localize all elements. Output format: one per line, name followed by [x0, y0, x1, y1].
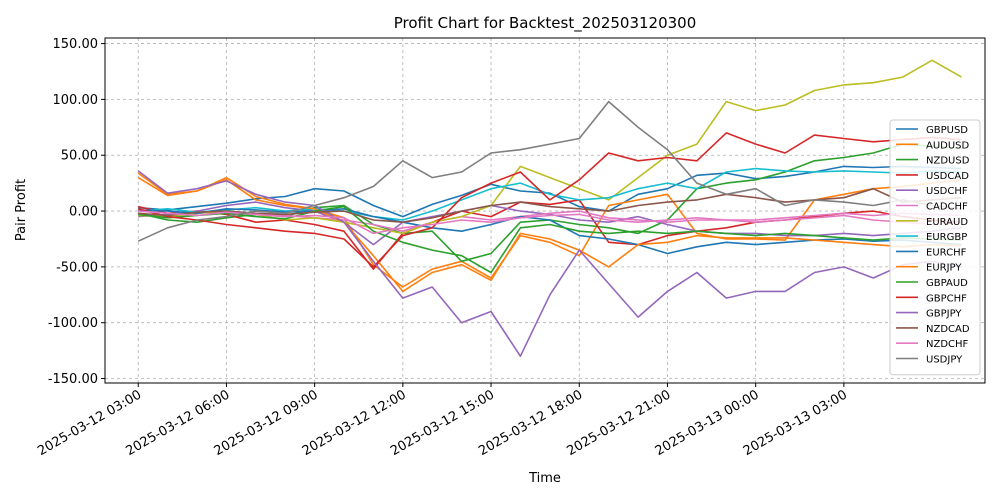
legend-label: AUDUSD	[926, 140, 970, 151]
plot-area-frame	[104, 37, 986, 384]
legend-label: NZDUSD	[926, 156, 970, 167]
legend-label: NZDCHF	[926, 339, 969, 350]
legend-label: EURAUD	[926, 217, 968, 228]
series-line-usdchf	[138, 201, 962, 246]
legend-label: CADCHF	[926, 202, 968, 213]
legend-label: GBPAUD	[926, 278, 968, 289]
legend-box	[889, 119, 981, 376]
y-axis: -150.00 -100.00 -50.00 0.00 50.00 100.00 150.0…	[48, 37, 105, 387]
x-axis-title: Time	[528, 471, 561, 486]
y-tick-label: -50.00	[56, 260, 98, 275]
legend-label: NZDCAD	[926, 324, 970, 335]
y-tick-label: 100.00	[53, 93, 99, 108]
series-line-nzdchf	[138, 210, 962, 235]
y-tick-label: -150.00	[48, 372, 98, 387]
series-line-gbpusd	[138, 165, 962, 218]
series-line-nzdcad	[138, 187, 962, 223]
y-tick-label: -100.00	[48, 316, 98, 331]
legend-label: USDJPY	[926, 355, 963, 366]
series-line-eurjpy	[137, 176, 962, 293]
series-line-audusd	[137, 172, 962, 288]
y-tick-label: 50.00	[61, 149, 98, 164]
legend-label: GBPUSD	[926, 125, 968, 136]
series-line-usdjpy	[137, 100, 962, 242]
legend-label: USDCHF	[926, 186, 968, 197]
y-tick-label: 0.00	[69, 205, 98, 220]
series-line-eurchf	[138, 208, 962, 255]
series-lines	[137, 59, 962, 358]
y-tick-label: 150.00	[53, 37, 99, 52]
series-line-gbpaud	[138, 205, 962, 274]
legend-label: GBPCHF	[926, 293, 967, 304]
y-axis-title: Pair Profit	[14, 179, 29, 241]
legend: GBPUSD AUDUSD NZDUSD USDCAD USDCHF CADCHF EURA…	[889, 119, 981, 376]
series-line-gbpjpy	[137, 170, 962, 358]
grid	[105, 38, 985, 383]
legend-label: USDCAD	[926, 171, 969, 182]
legend-label: EURCHF	[926, 247, 967, 258]
series-line-eurgbp	[138, 167, 962, 221]
legend-label: EURGBP	[926, 232, 967, 243]
series-line-gbpchf	[137, 132, 962, 268]
legend-label: GBPJPY	[926, 309, 962, 320]
legend-label: EURJPY	[926, 263, 962, 274]
chart-title: Profit Chart for Backtest_202503120300	[394, 14, 697, 33]
